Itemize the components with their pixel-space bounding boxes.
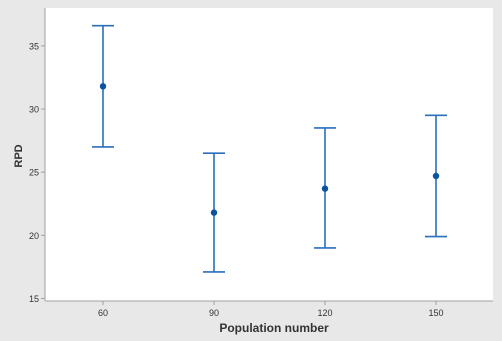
y-axis-label: RPD [13, 144, 25, 167]
y-tick-label: 20 [29, 231, 39, 241]
y-tick-label: 25 [29, 168, 39, 178]
y-ticks: 15 20 25 30 35 [29, 41, 45, 304]
x-tick-label: 90 [209, 308, 219, 318]
y-tick-label: 30 [29, 105, 39, 115]
intervals [92, 24, 447, 273]
y-tick-label: 35 [29, 41, 39, 51]
mean-point [99, 83, 107, 90]
plot-area [45, 8, 493, 301]
mean-point [432, 172, 440, 180]
x-tick-label: 150 [428, 308, 443, 318]
x-axis-label: Population number [219, 321, 329, 335]
x-tick-label: 60 [98, 308, 108, 318]
y-tick-label: 15 [29, 294, 39, 304]
mean-point [321, 185, 329, 192]
x-ticks: 60 90 120 150 [98, 301, 444, 318]
mean-point [210, 209, 218, 216]
x-tick-label: 120 [317, 308, 332, 318]
